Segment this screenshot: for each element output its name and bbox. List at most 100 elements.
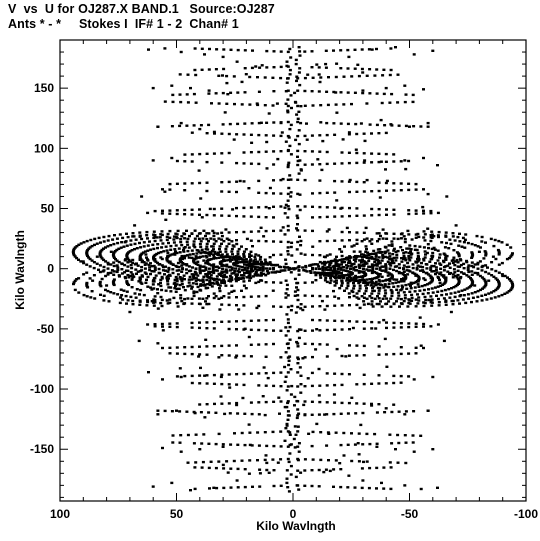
uv-point (204, 254, 208, 258)
uv-point (106, 271, 110, 275)
uv-point (205, 297, 209, 300)
uv-point (476, 267, 480, 270)
uv-point (183, 254, 187, 258)
uv-point (97, 236, 101, 240)
uv-point (429, 236, 433, 239)
uv-point (267, 112, 271, 115)
uv-point (190, 297, 194, 300)
uv-point (370, 271, 374, 275)
uv-point (190, 321, 194, 325)
uv-point (192, 442, 196, 445)
uv-point (407, 269, 411, 272)
uv-point (289, 56, 293, 59)
uv-point (493, 238, 497, 242)
uv-point (166, 251, 170, 255)
uv-point (202, 433, 206, 436)
uv-point (115, 248, 119, 252)
uv-point (470, 300, 473, 304)
uv-point (168, 229, 172, 233)
uv-point (388, 267, 392, 270)
uv-point (347, 474, 351, 477)
uv-point (399, 297, 403, 301)
uv-point (371, 289, 375, 293)
uv-point (315, 271, 319, 275)
uv-point (340, 250, 344, 253)
uv-point (422, 246, 426, 249)
uv-point (400, 260, 404, 263)
uv-point (428, 260, 432, 263)
uv-point (410, 238, 414, 241)
uv-point (357, 289, 361, 293)
uv-point (430, 304, 434, 307)
uv-point (146, 237, 149, 240)
uv-point (403, 297, 407, 300)
uv-point (279, 458, 283, 461)
uv-point (299, 303, 303, 306)
uv-point (217, 272, 221, 276)
uv-point (385, 179, 389, 183)
uv-point (380, 265, 384, 268)
uv-point (212, 345, 216, 348)
uv-point (243, 485, 247, 489)
x-tick-label: 50 (170, 507, 184, 521)
uv-point (285, 481, 289, 485)
uv-point (399, 232, 403, 236)
uv-point (422, 209, 425, 212)
uv-point (303, 134, 307, 138)
uv-point (414, 322, 418, 325)
uv-point (439, 284, 443, 287)
uv-point (440, 293, 444, 297)
uv-point (451, 235, 455, 238)
uv-point (227, 231, 231, 234)
uv-point (450, 287, 453, 290)
uv-point (388, 101, 392, 104)
uv-point (308, 264, 311, 267)
uv-point (425, 267, 429, 270)
uv-point (350, 75, 354, 78)
uv-point (365, 460, 369, 463)
uv-point (329, 273, 333, 276)
uv-point (314, 279, 318, 282)
uv-point (306, 377, 310, 380)
uv-point (360, 486, 364, 490)
uv-point (236, 412, 240, 415)
uv-point (490, 274, 494, 277)
uv-point (492, 290, 496, 293)
uv-point (209, 252, 213, 255)
uv-point (248, 262, 252, 265)
uv-point (377, 181, 381, 184)
uv-point (382, 466, 386, 469)
uv-point (470, 251, 474, 254)
uv-point (279, 253, 283, 256)
uv-point (212, 486, 216, 489)
uv-point (365, 247, 368, 251)
uv-point (286, 342, 290, 345)
uv-point (431, 448, 435, 451)
uv-point (295, 113, 299, 116)
uv-point (169, 286, 173, 289)
uv-point (305, 270, 309, 273)
uv-point (115, 264, 119, 267)
uv-point (327, 432, 331, 435)
uv-point (341, 260, 345, 264)
uv-point (253, 274, 257, 277)
uv-point (429, 266, 433, 269)
uv-point (151, 485, 155, 488)
uv-point (355, 161, 359, 165)
uv-point (296, 305, 300, 309)
uv-point (256, 431, 260, 434)
uv-point (296, 149, 300, 153)
uv-point (142, 241, 146, 244)
uv-point (296, 240, 300, 244)
uv-point (345, 279, 349, 282)
uv-point (241, 274, 245, 277)
uv-point (340, 263, 343, 266)
uv-point (256, 103, 260, 107)
uv-point (351, 326, 355, 330)
uv-point (476, 261, 480, 265)
uv-point (297, 442, 301, 445)
uv-point (102, 235, 106, 239)
uv-point (194, 101, 198, 104)
uv-point (120, 268, 124, 271)
uv-point (397, 263, 401, 266)
